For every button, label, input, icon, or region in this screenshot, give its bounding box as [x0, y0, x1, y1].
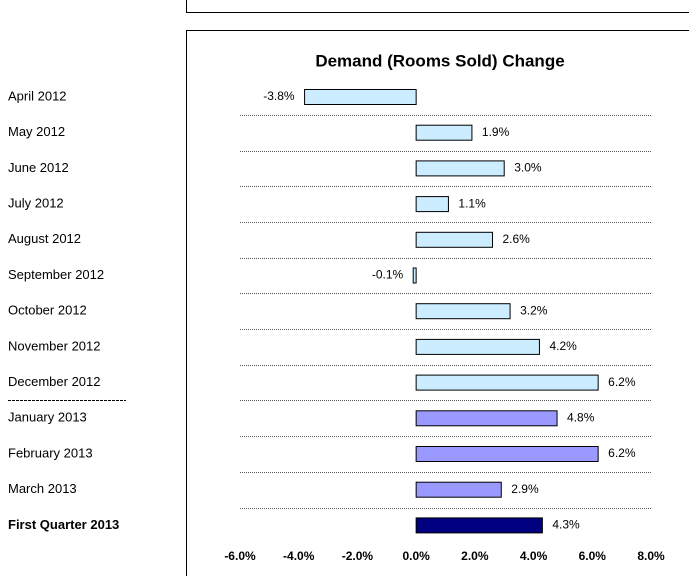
bar: [304, 89, 417, 105]
bar: [415, 124, 473, 141]
data-label: -3.8%: [263, 89, 295, 103]
category-label: October 2012: [8, 303, 87, 318]
x-tick-label: 0.0%: [402, 549, 430, 563]
category-label: July 2012: [8, 196, 64, 211]
bar: [415, 374, 599, 391]
data-label: 6.2%: [608, 446, 636, 460]
top-frame: [186, 0, 689, 13]
data-label: 3.2%: [520, 303, 548, 317]
bar: [412, 267, 417, 284]
data-label: 4.8%: [567, 410, 595, 424]
x-tick-label: 2.0%: [461, 549, 489, 563]
chart-title: Demand (Rooms Sold) Change: [315, 51, 564, 70]
category-label: November 2012: [8, 338, 101, 353]
category-label: February 2013: [8, 445, 93, 460]
category-label: January 2013: [8, 410, 87, 425]
category-label: August 2012: [8, 231, 81, 246]
data-label: -0.1%: [372, 268, 404, 282]
category-label: December 2012: [8, 374, 101, 389]
data-label: 1.9%: [482, 125, 510, 139]
x-tick-label: 8.0%: [637, 549, 665, 563]
data-label: 4.3%: [552, 518, 580, 532]
bar: [415, 481, 502, 498]
data-label: 2.6%: [502, 232, 530, 246]
x-tick-label: -2.0%: [342, 549, 374, 563]
bar: [415, 338, 540, 355]
x-tick-label: -6.0%: [224, 549, 256, 563]
bar: [415, 160, 505, 177]
category-label: September 2012: [8, 267, 104, 282]
bar: [415, 303, 511, 320]
x-tick-label: -4.0%: [283, 549, 315, 563]
category-label: First Quarter 2013: [8, 517, 119, 532]
category-label: May 2012: [8, 124, 65, 139]
bar: [415, 517, 543, 534]
bar: [415, 410, 558, 427]
data-label: 3.0%: [514, 161, 542, 175]
data-label: 2.9%: [511, 482, 539, 496]
category-label: April 2012: [8, 88, 67, 103]
bar: [415, 231, 493, 248]
x-tick-label: 6.0%: [579, 549, 607, 563]
data-label: 6.2%: [608, 375, 636, 389]
bar: [415, 196, 449, 213]
chart-frame: [186, 30, 689, 576]
category-label: June 2012: [8, 160, 69, 175]
category-label: March 2013: [8, 481, 77, 496]
data-label: 1.1%: [458, 196, 486, 210]
bar: [415, 446, 599, 462]
data-label: 4.2%: [549, 339, 577, 353]
x-tick-label: 4.0%: [520, 549, 548, 563]
